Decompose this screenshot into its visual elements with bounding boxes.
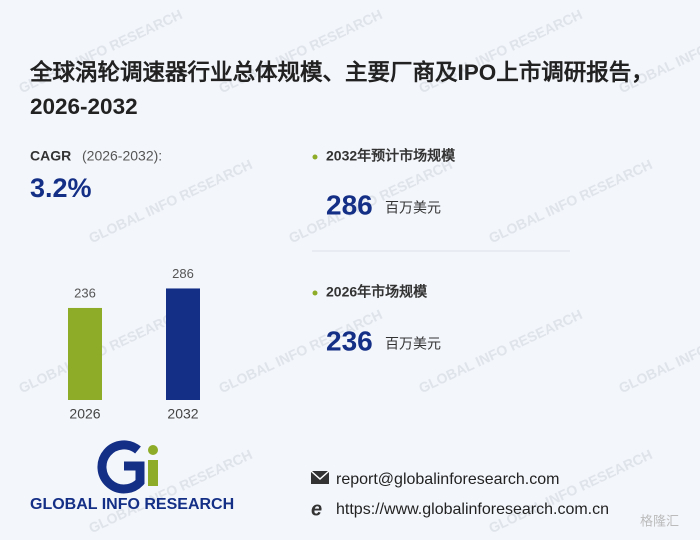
logo-g bbox=[97, 440, 145, 494]
watermark: GLOBAL INFO RESEARCH bbox=[86, 446, 255, 536]
watermark: GLOBAL INFO RESEARCH bbox=[86, 156, 255, 246]
website: https://www.globalinforesearch.com.cn bbox=[336, 501, 609, 518]
watermark: GLOBAL INFO RESEARCH bbox=[486, 156, 655, 246]
logo-i bbox=[148, 460, 158, 486]
corner-mark: 格隆汇 bbox=[640, 513, 679, 528]
stat-value: 236 bbox=[326, 325, 373, 356]
mail-flap bbox=[310, 470, 330, 481]
bullet bbox=[312, 290, 318, 296]
brand: GLOBAL INFO RESEARCH bbox=[30, 496, 234, 513]
cagr-value: 3.2% bbox=[30, 173, 92, 203]
bar-category-label: 2026 bbox=[69, 406, 100, 422]
watermark: GLOBAL INFO RESEARCH bbox=[486, 446, 655, 536]
bar-value-label: 236 bbox=[74, 285, 96, 300]
cagr-period: (2026-2032): bbox=[82, 148, 162, 164]
bar-value-label: 286 bbox=[172, 266, 194, 281]
logo-dot bbox=[148, 445, 158, 455]
stat-label: 2026年市场规模 bbox=[326, 284, 428, 300]
email: report@globalinforesearch.com bbox=[336, 471, 559, 488]
stat-unit: 百万美元 bbox=[385, 200, 441, 216]
watermark: GLOBAL INFO RESEARCH bbox=[616, 306, 700, 396]
stat-label: 2032年预计市场规模 bbox=[326, 148, 456, 164]
logo bbox=[97, 440, 158, 494]
bar bbox=[166, 288, 200, 400]
watermark: GLOBAL INFO RESEARCH bbox=[416, 306, 585, 396]
bar bbox=[68, 307, 102, 400]
title: 全球涡轮调速器行业总体规模、主要厂商及IPO上市调研报告，2026-2032 bbox=[30, 60, 654, 119]
cagr-label: CAGR bbox=[30, 148, 71, 164]
web-icon: e bbox=[311, 498, 322, 520]
stat-value: 286 bbox=[326, 189, 373, 220]
stat-unit: 百万美元 bbox=[385, 336, 441, 352]
bullet bbox=[312, 154, 318, 160]
bar-category-label: 2032 bbox=[167, 406, 198, 422]
